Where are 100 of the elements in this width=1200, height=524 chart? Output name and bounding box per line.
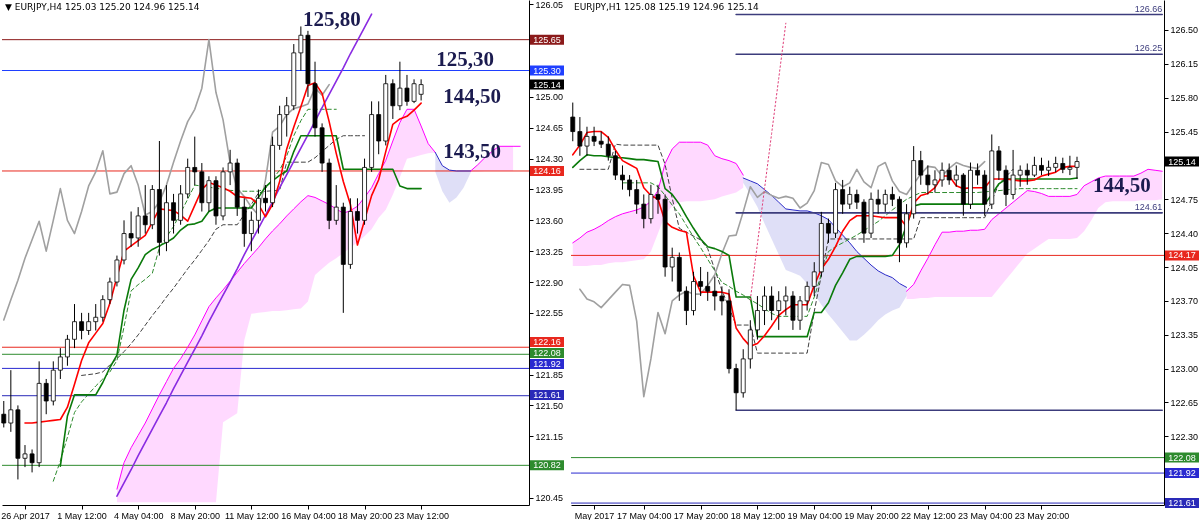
text: 125.14 (1168, 156, 1196, 167)
ref-line-label: 121.61 (533, 389, 561, 400)
candlestick (79, 312, 84, 340)
line-series (59, 134, 422, 468)
candlestick (1017, 164, 1023, 188)
x-tick-label: 18 May 12:00 (730, 510, 786, 521)
line-series (116, 13, 373, 497)
x-tick-label: 23 May 12:00 (394, 510, 449, 521)
line-series (579, 160, 986, 398)
candlestick (1031, 156, 1037, 178)
candlestick (946, 163, 952, 186)
candlestick (570, 102, 576, 142)
candlestick (627, 174, 632, 197)
candlestick (192, 136, 198, 186)
candlestick (889, 186, 895, 207)
candlestick (918, 150, 924, 186)
ref-line-label: 125.65 (533, 34, 561, 45)
candlestick (826, 218, 831, 244)
x-tick-label: 19 May 04:00 (787, 510, 843, 521)
candlestick (1, 400, 7, 428)
candlestick (284, 96, 290, 138)
candlestick (641, 193, 647, 229)
y-tick-label: 122.90 (535, 277, 564, 288)
y-tick-label: 125.80 (1170, 93, 1199, 104)
y-tick-label: 126.05 (535, 0, 564, 10)
y-tick-label: 123.95 (535, 184, 564, 195)
candlestick (634, 179, 640, 215)
x-tick-label: 23 May 04:00 (957, 510, 1013, 521)
candlestick (755, 295, 760, 341)
chart-title: ▼ EURJPY,H4 125.03 125.20 124.96 125.14 (5, 2, 200, 12)
y-tick-label: 122.55 (535, 308, 564, 319)
line-series (572, 141, 744, 244)
y-tick-label: 120.45 (535, 493, 564, 504)
candlestick (43, 378, 49, 415)
chart-title: EURJPY,H1 125.08 125.19 124.96 125.14 (574, 2, 759, 12)
x-tick-label: 18 May 20:00 (337, 510, 393, 521)
candlestick (355, 197, 360, 235)
y-tick-label: 125.00 (535, 92, 564, 103)
series-label: 126.66 (1134, 3, 1163, 14)
series-label: 126.25 (1134, 43, 1163, 54)
candlestick (256, 188, 261, 235)
candlestick (783, 285, 789, 316)
candlestick (93, 303, 99, 331)
x-tick-label: 1 May 12:00 (57, 510, 107, 521)
ref-line-label: 120.82 (533, 460, 561, 471)
y-tick-label: 126.50 (1170, 25, 1199, 36)
y-tick-label: 122.65 (1170, 397, 1199, 408)
annotation: 125,30 (436, 47, 495, 72)
annotation: 144,50 (443, 83, 501, 108)
y-tick-label: 124.30 (535, 154, 564, 165)
candlestick (811, 261, 817, 297)
x-tick-label: 26 Apr 2017 (1, 510, 50, 521)
line-series (742, 177, 908, 288)
candlestick (620, 164, 625, 191)
candlestick (605, 135, 611, 162)
candlestick (840, 179, 846, 215)
y-tick-label: 121.50 (535, 400, 564, 411)
y-tick-label: 124.75 (1170, 194, 1199, 205)
ref-line-label: 124.16 (533, 165, 561, 176)
candlestick (57, 347, 63, 380)
line-series (749, 22, 787, 301)
candlestick (712, 276, 718, 312)
x-tick-label: 22 May 12:00 (901, 510, 956, 521)
line-series (579, 143, 1014, 354)
text: 125.14 (533, 79, 561, 90)
candlestick (171, 193, 176, 235)
series-label: 124.61 (1134, 201, 1163, 212)
line-series (81, 135, 366, 376)
candlestick (875, 189, 881, 215)
y-tick-label: 122.30 (1170, 431, 1199, 442)
candlestick (135, 206, 141, 248)
candlestick (390, 78, 396, 120)
x-tick-label: 8 May 20:00 (170, 510, 221, 521)
ref-line-label: 122.16 (533, 337, 561, 348)
candlestick (142, 184, 148, 235)
y-tick-label: 121.15 (535, 431, 564, 442)
candlestick (705, 271, 711, 302)
candlestick (882, 189, 888, 213)
x-tick-label: 17 May 04:00 (617, 510, 672, 521)
candlestick (698, 266, 704, 297)
line-series (2, 38, 330, 321)
ref-line-label: 121.61 (1168, 498, 1196, 509)
ref-line-label: 122.08 (533, 348, 561, 359)
x-tick-label: 11 May 12:00 (224, 510, 279, 521)
candlestick (8, 369, 14, 433)
ref-line-label: 122.08 (1168, 452, 1196, 463)
candlestick (776, 290, 782, 331)
candlestick (762, 285, 767, 326)
y-tick-label: 124.65 (535, 123, 564, 134)
candlestick (333, 184, 339, 226)
ref-line-label: 124.17 (1168, 250, 1196, 261)
ref-line-label: 121.92 (533, 359, 561, 370)
x-tick-label: 19 May 20:00 (844, 510, 899, 521)
candlestick (72, 303, 77, 349)
y-tick-label: 124.05 (1170, 262, 1199, 273)
x-tick-label: 4 May 04:00 (113, 510, 164, 521)
y-tick-label: 126.15 (1170, 59, 1199, 70)
candlestick (669, 247, 675, 283)
candlestick (1024, 163, 1030, 186)
y-tick-label: 123.35 (1170, 330, 1199, 341)
